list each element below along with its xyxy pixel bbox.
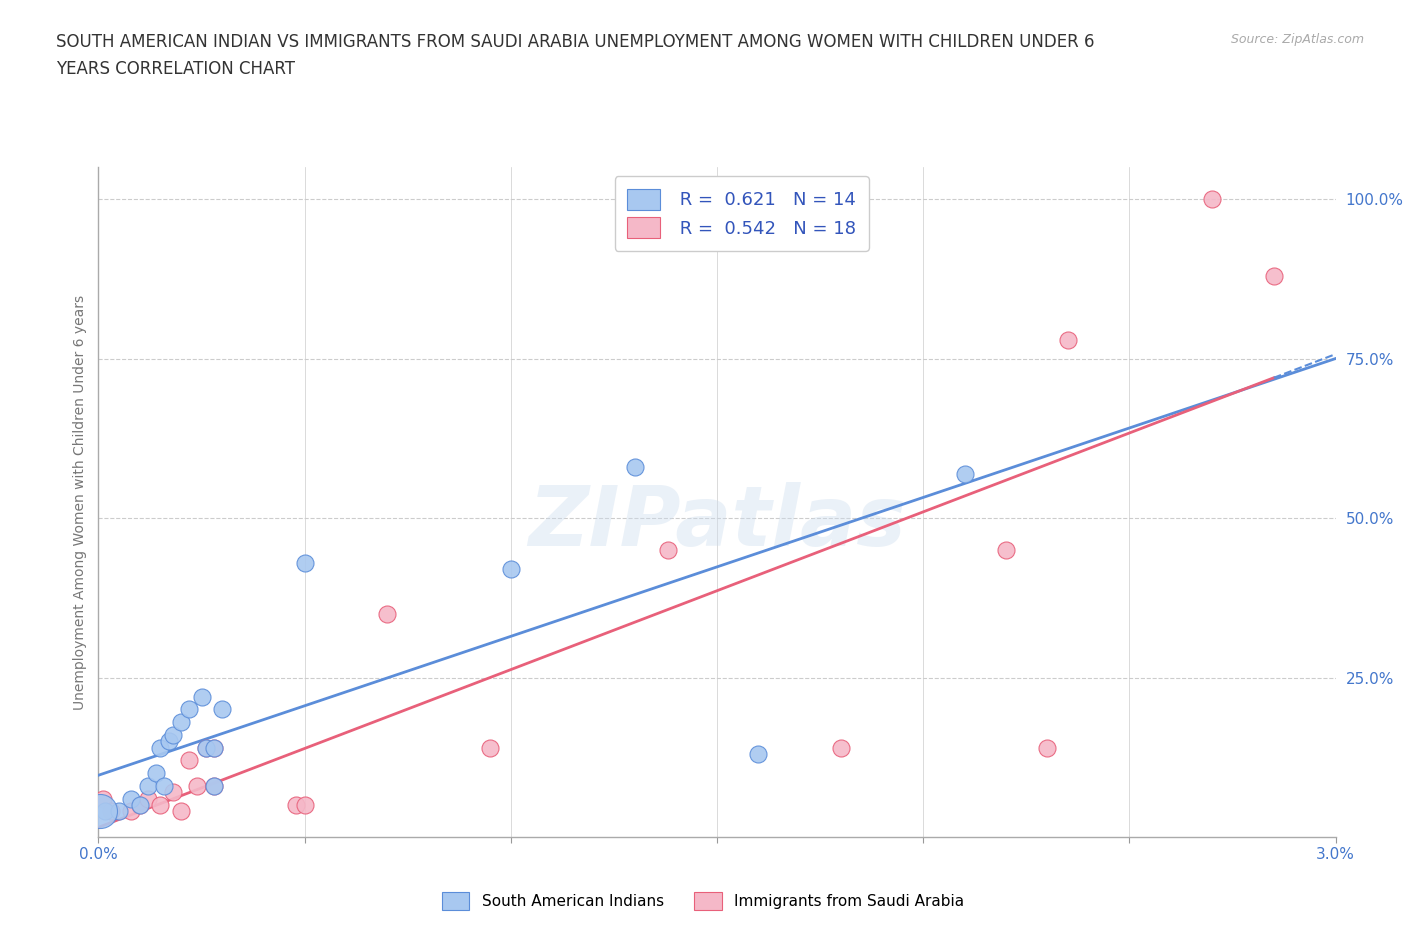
Point — [747, 747, 769, 762]
Point — [294, 798, 316, 813]
Point — [994, 542, 1017, 557]
Point — [149, 740, 172, 755]
Legend: South American Indians, Immigrants from Saudi Arabia: South American Indians, Immigrants from … — [434, 884, 972, 918]
Text: Source: ZipAtlas.com: Source: ZipAtlas.com — [1230, 33, 1364, 46]
Point — [657, 542, 679, 557]
Point — [162, 785, 184, 800]
Point — [170, 804, 193, 819]
Point — [202, 778, 225, 793]
Point — [162, 727, 184, 742]
Point — [186, 778, 208, 793]
Point — [128, 798, 150, 813]
Point — [194, 740, 217, 755]
Point — [179, 702, 201, 717]
Legend:  R =  0.621   N = 14,  R =  0.542   N = 18: R = 0.621 N = 14, R = 0.542 N = 18 — [614, 177, 869, 251]
Point — [149, 798, 172, 813]
Text: SOUTH AMERICAN INDIAN VS IMMIGRANTS FROM SAUDI ARABIA UNEMPLOYMENT AMONG WOMEN W: SOUTH AMERICAN INDIAN VS IMMIGRANTS FROM… — [56, 33, 1095, 50]
Point — [120, 804, 142, 819]
Point — [179, 753, 201, 768]
Point — [190, 689, 212, 704]
Point — [136, 791, 159, 806]
Point — [1201, 192, 1223, 206]
Text: YEARS CORRELATION CHART: YEARS CORRELATION CHART — [56, 60, 295, 78]
Point — [100, 804, 122, 819]
Point — [145, 765, 167, 780]
Point — [136, 778, 159, 793]
Point — [194, 740, 217, 755]
Point — [202, 740, 225, 755]
Text: ZIPatlas: ZIPatlas — [529, 482, 905, 563]
Point — [89, 804, 111, 819]
Point — [93, 804, 115, 819]
Point — [1036, 740, 1059, 755]
Point — [91, 791, 114, 806]
Point — [285, 798, 308, 813]
Point — [202, 778, 225, 793]
Point — [479, 740, 502, 755]
Point — [623, 459, 645, 474]
Point — [294, 555, 316, 570]
Point — [499, 562, 522, 577]
Point — [211, 702, 233, 717]
Point — [128, 798, 150, 813]
Y-axis label: Unemployment Among Women with Children Under 6 years: Unemployment Among Women with Children U… — [73, 295, 87, 710]
Point — [1056, 332, 1078, 347]
Point — [153, 778, 176, 793]
Point — [157, 734, 180, 749]
Point — [375, 606, 398, 621]
Point — [108, 804, 131, 819]
Point — [1263, 269, 1285, 284]
Point — [202, 740, 225, 755]
Point — [953, 466, 976, 481]
Point — [120, 791, 142, 806]
Point — [830, 740, 852, 755]
Point — [170, 715, 193, 730]
